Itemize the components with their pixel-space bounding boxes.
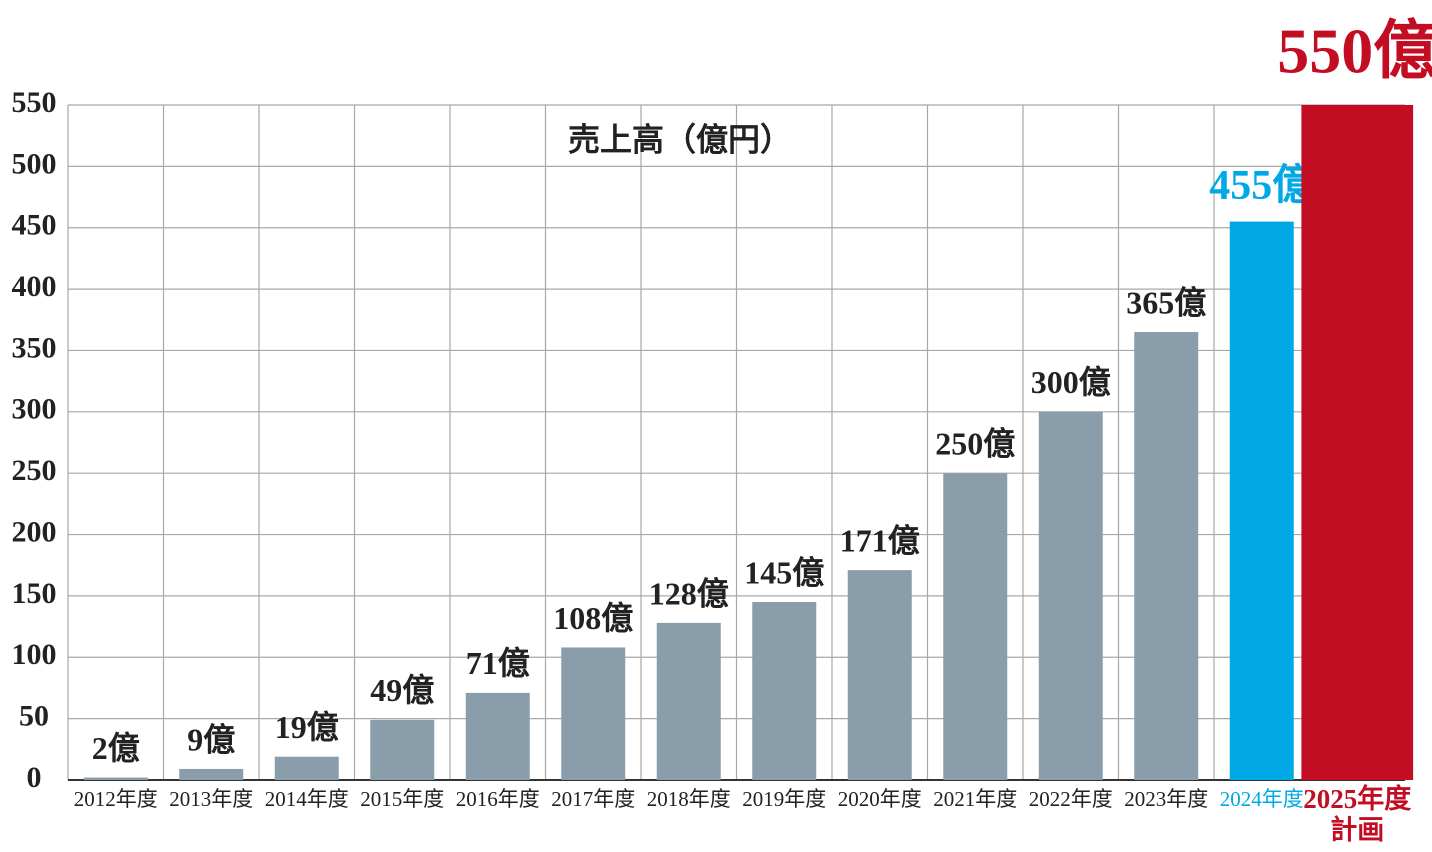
- value-label: 550億: [1277, 16, 1432, 87]
- value-label: 108億: [553, 600, 633, 636]
- value-label: 145億: [744, 554, 824, 590]
- y-tick-label: 450: [12, 209, 57, 242]
- y-tick-label: 0: [27, 761, 42, 794]
- x-tick-label: 2018年度: [647, 787, 731, 811]
- y-tick-label: 300: [12, 393, 57, 426]
- bar: [943, 473, 1008, 780]
- bar: [370, 719, 435, 780]
- x-tick-note: 計画: [1330, 814, 1384, 845]
- y-tick-label: 500: [12, 147, 57, 180]
- x-tick-label: 2015年度: [360, 787, 444, 811]
- bar: [274, 756, 339, 780]
- y-tick-label: 200: [12, 515, 57, 548]
- x-tick-label: 2012年度: [74, 787, 158, 811]
- value-label: 455億: [1209, 162, 1314, 209]
- y-tick-label: 100: [12, 638, 57, 671]
- y-tick-label: 350: [12, 331, 57, 364]
- value-label: 71億: [466, 645, 530, 681]
- value-label: 128億: [649, 575, 729, 611]
- y-tick-label: 150: [12, 577, 57, 610]
- x-tick-label: 2016年度: [456, 787, 540, 811]
- x-tick-label: 2024年度: [1220, 787, 1304, 811]
- bar: [465, 692, 530, 780]
- bar: [752, 602, 817, 780]
- bar: [179, 768, 244, 780]
- x-tick-label: 2019年度: [742, 787, 826, 811]
- bar: [83, 777, 148, 780]
- x-tick-label: 2020年度: [838, 787, 922, 811]
- x-tick-label: 2013年度: [169, 787, 253, 811]
- x-tick-label: 2017年度: [551, 787, 635, 811]
- x-tick-label: 2023年度: [1124, 787, 1208, 811]
- value-label: 49億: [370, 672, 434, 708]
- y-tick-label: 250: [12, 454, 57, 487]
- value-label: 171億: [840, 522, 920, 558]
- bar: [561, 647, 626, 780]
- bar: [656, 622, 721, 780]
- x-tick-label: 2022年度: [1029, 787, 1113, 811]
- y-tick-label: 550: [12, 86, 57, 119]
- chart-title: 売上高（億円）: [568, 121, 792, 157]
- bar: [847, 570, 912, 780]
- x-tick-label: 2025年度: [1303, 783, 1411, 814]
- value-label: 19億: [275, 709, 339, 745]
- value-label: 300億: [1031, 364, 1111, 400]
- value-label: 365億: [1126, 284, 1206, 320]
- y-tick-label: 50: [19, 700, 49, 733]
- bar: [1038, 411, 1103, 780]
- value-label: 9億: [187, 721, 235, 757]
- value-label: 2億: [92, 730, 140, 766]
- value-label: 250億: [935, 426, 1015, 462]
- x-tick-label: 2014年度: [265, 787, 349, 811]
- bar: [1134, 332, 1199, 780]
- y-tick-label: 400: [12, 270, 57, 303]
- x-tick-label: 2021年度: [933, 787, 1017, 811]
- bar: [1301, 105, 1414, 780]
- bar: [1229, 221, 1294, 780]
